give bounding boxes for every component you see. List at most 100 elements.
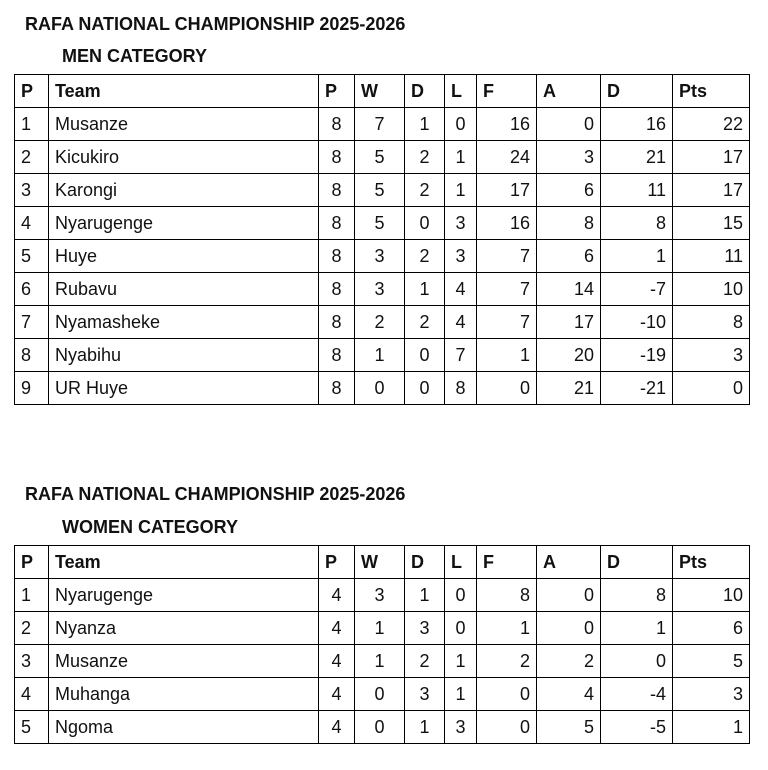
header-cell: D — [404, 74, 445, 108]
cell: 2 — [14, 611, 49, 645]
cell: -5 — [600, 710, 673, 744]
header-cell: D — [600, 545, 673, 579]
cell: -7 — [600, 272, 673, 306]
row: 2 Kicukiro 8 5 2 1 24 3 21 17 — [14, 140, 750, 174]
cell: 6 — [536, 239, 601, 273]
cell: 3 — [354, 578, 405, 612]
cell: 10 — [672, 272, 750, 306]
cell: 15 — [672, 206, 750, 240]
row: 1 Nyarugenge 4 3 1 0 8 0 8 10 — [14, 578, 750, 612]
cell: 11 — [600, 173, 673, 207]
cell: 10 — [672, 578, 750, 612]
cell: 3 — [444, 239, 477, 273]
header-cell: A — [536, 74, 601, 108]
cell: 6 — [672, 611, 750, 645]
cell: Ngoma — [48, 710, 319, 744]
cell: 0 — [536, 107, 601, 141]
cell: 0 — [536, 611, 601, 645]
cell: 5 — [14, 710, 49, 744]
subtitle: WOMEN CATEGORY — [62, 517, 238, 537]
row: 4 Muhanga 4 0 3 1 0 4 -4 3 — [14, 677, 750, 711]
header-cell: P — [318, 545, 355, 579]
cell: 4 — [444, 272, 477, 306]
cell: 1 — [600, 611, 673, 645]
cell: Nyanza — [48, 611, 319, 645]
cell: 1 — [476, 338, 537, 372]
cell: 8 — [672, 305, 750, 339]
cell: 1 — [404, 272, 445, 306]
cell: 17 — [536, 305, 601, 339]
cell: 0 — [444, 578, 477, 612]
cell: 24 — [476, 140, 537, 174]
cell: 0 — [600, 644, 673, 678]
cell: Nyabihu — [48, 338, 319, 372]
cell: 8 — [318, 239, 355, 273]
cell: 8 — [318, 140, 355, 174]
header-cell: L — [444, 74, 477, 108]
cell: 3 — [672, 338, 750, 372]
cell: 17 — [476, 173, 537, 207]
cell: 22 — [672, 107, 750, 141]
cell: 21 — [536, 371, 601, 405]
cell: 1 — [404, 710, 445, 744]
cell: 4 — [318, 677, 355, 711]
row: 4 Nyarugenge 8 5 0 3 16 8 8 15 — [14, 206, 750, 240]
header-cell: Team — [48, 545, 319, 579]
cell: 20 — [536, 338, 601, 372]
row: 9 UR Huye 8 0 0 8 0 21 -21 0 — [14, 371, 750, 405]
cell: 5 — [14, 239, 49, 273]
cell: 2 — [404, 173, 445, 207]
cell: 8 — [318, 107, 355, 141]
cell: 0 — [354, 371, 405, 405]
cell: 0 — [672, 371, 750, 405]
cell: 0 — [404, 371, 445, 405]
cell: 1 — [444, 140, 477, 174]
cell: 3 — [354, 272, 405, 306]
cell: 8 — [536, 206, 601, 240]
cell: 16 — [476, 107, 537, 141]
cell: 1 — [476, 611, 537, 645]
cell: 3 — [404, 611, 445, 645]
cell: 8 — [476, 578, 537, 612]
header-cell: D — [404, 545, 445, 579]
cell: 0 — [404, 338, 445, 372]
cell: 11 — [672, 239, 750, 273]
cell: 3 — [14, 173, 49, 207]
cell: 8 — [318, 305, 355, 339]
cell: 8 — [14, 338, 49, 372]
cell: 8 — [318, 173, 355, 207]
cell: 3 — [444, 206, 477, 240]
header-cell: P — [14, 545, 49, 579]
subtitle: MEN CATEGORY — [62, 46, 208, 66]
cell: 3 — [14, 644, 49, 678]
cell: 16 — [600, 107, 673, 141]
cell: 3 — [672, 677, 750, 711]
header-cell: P — [14, 74, 49, 108]
header-cell: Pts — [672, 74, 750, 108]
cell: 5 — [536, 710, 601, 744]
cell: 1 — [14, 107, 49, 141]
row: 6 Rubavu 8 3 1 4 7 14 -7 10 — [14, 272, 750, 306]
row: 3 Musanze 4 1 2 1 2 2 0 5 — [14, 644, 750, 678]
cell: 3 — [404, 677, 445, 711]
row: 7 Nyamasheke 8 2 2 4 7 17 -10 8 — [14, 305, 750, 339]
cell: 1 — [14, 578, 49, 612]
cell: 3 — [536, 140, 601, 174]
cell: 1 — [444, 173, 477, 207]
cell: 0 — [536, 578, 601, 612]
cell: 8 — [318, 371, 355, 405]
cell: 1 — [444, 677, 477, 711]
cell: Nyarugenge — [48, 578, 319, 612]
cell: Nyamasheke — [48, 305, 319, 339]
cell: 21 — [600, 140, 673, 174]
cell: 0 — [354, 710, 405, 744]
cell: 9 — [14, 371, 49, 405]
cell: 5 — [354, 173, 405, 207]
row: 5 Ngoma 4 0 1 3 0 5 -5 1 — [14, 710, 750, 744]
cell: 4 — [318, 578, 355, 612]
cell: 8 — [318, 338, 355, 372]
cell: 5 — [354, 140, 405, 174]
cell: 4 — [444, 305, 477, 339]
cell: 4 — [318, 611, 355, 645]
cell: 2 — [404, 239, 445, 273]
